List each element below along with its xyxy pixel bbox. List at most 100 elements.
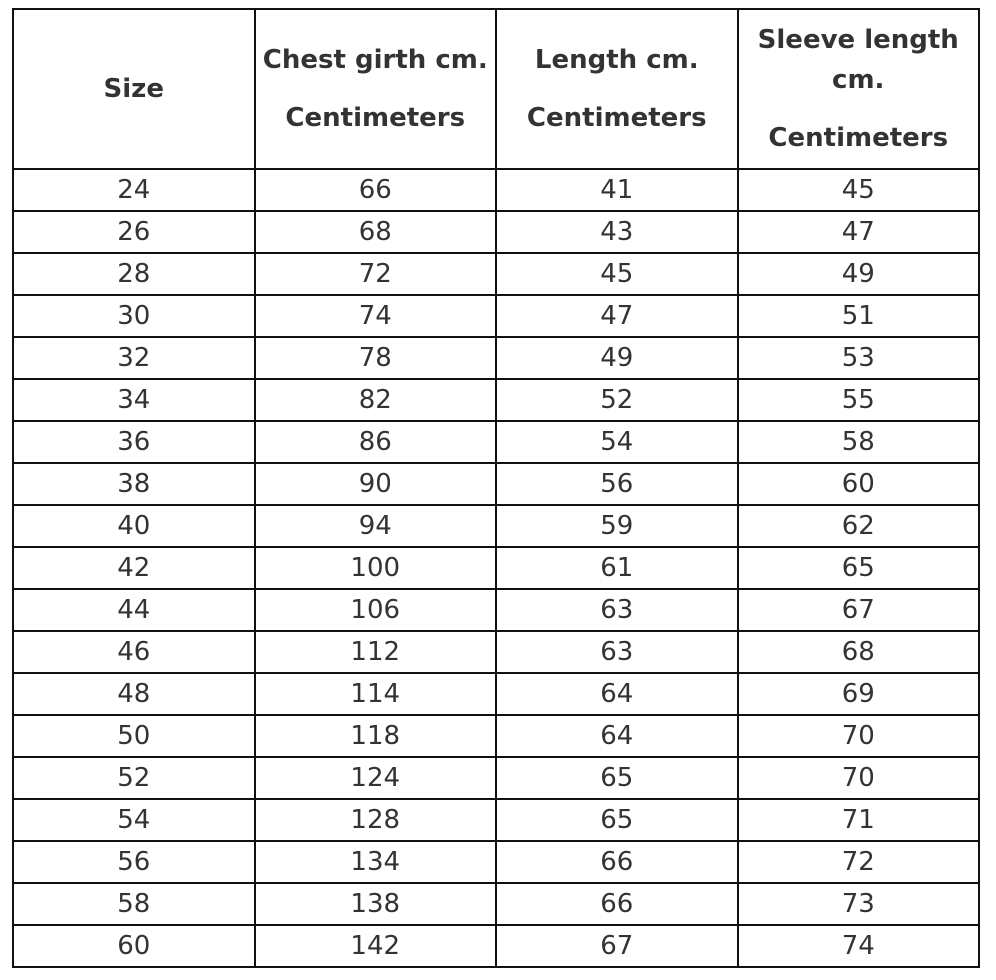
table-cell: 56 xyxy=(495,462,739,506)
table-cell: 62 xyxy=(736,504,980,548)
table-cell: 56 xyxy=(12,840,256,884)
table-row: 42 100 61 65 xyxy=(12,546,980,590)
table-cell: 52 xyxy=(12,756,256,800)
table-cell: 112 xyxy=(253,630,497,674)
table-row: 48 114 64 69 xyxy=(12,672,980,716)
table-cell: 66 xyxy=(495,840,739,884)
header-label: Length cm. xyxy=(534,45,699,75)
table-cell: 94 xyxy=(253,504,497,548)
table-cell: 128 xyxy=(253,798,497,842)
header-unit: Centimeters xyxy=(526,103,707,133)
table-body: 24 66 41 45 26 68 43 47 28 72 45 49 30 74 47 51 32 78 49 53… xyxy=(12,168,980,968)
table-cell: 138 xyxy=(253,882,497,926)
table-cell: 52 xyxy=(495,378,739,422)
size-table: Size Chest girth cm. Centimeters Length cm.… xyxy=(12,8,980,968)
table-cell: 67 xyxy=(495,924,739,968)
table-row: 56 134 66 72 xyxy=(12,840,980,884)
table-cell: 59 xyxy=(495,504,739,548)
table-row: 50 118 64 70 xyxy=(12,714,980,758)
table-cell: 63 xyxy=(495,588,739,632)
table-cell: 40 xyxy=(12,504,256,548)
table-row: 30 74 47 51 xyxy=(12,294,980,338)
table-cell: 61 xyxy=(495,546,739,590)
table-cell: 58 xyxy=(12,882,256,926)
table-row: 60 142 67 74 xyxy=(12,924,980,968)
header-unit: Centimeters xyxy=(285,103,466,133)
table-cell: 60 xyxy=(12,924,256,968)
table-cell: 68 xyxy=(253,210,497,254)
table-cell: 47 xyxy=(736,210,980,254)
table-cell: 74 xyxy=(253,294,497,338)
header-cell: Length cm. Centimeters xyxy=(495,8,739,170)
table-row: 40 94 59 62 xyxy=(12,504,980,548)
table-cell: 51 xyxy=(736,294,980,338)
table-row: 34 82 52 55 xyxy=(12,378,980,422)
table-cell: 65 xyxy=(495,798,739,842)
table-row: 38 90 56 60 xyxy=(12,462,980,506)
header-cell: Chest girth cm. Centimeters xyxy=(253,8,497,170)
header-cell: Size xyxy=(12,8,256,170)
table-cell: 49 xyxy=(736,252,980,296)
table-cell: 72 xyxy=(736,840,980,884)
table-row: 46 112 63 68 xyxy=(12,630,980,674)
table-cell: 54 xyxy=(495,420,739,464)
table-cell: 78 xyxy=(253,336,497,380)
table-cell: 114 xyxy=(253,672,497,716)
table-cell: 26 xyxy=(12,210,256,254)
table-cell: 38 xyxy=(12,462,256,506)
header-unit: Centimeters xyxy=(768,123,949,153)
table-cell: 70 xyxy=(736,756,980,800)
table-row: 28 72 45 49 xyxy=(12,252,980,296)
table-cell: 53 xyxy=(736,336,980,380)
table-cell: 66 xyxy=(253,168,497,212)
table-cell: 32 xyxy=(12,336,256,380)
table-cell: 118 xyxy=(253,714,497,758)
table-cell: 46 xyxy=(12,630,256,674)
table-row: 44 106 63 67 xyxy=(12,588,980,632)
table-cell: 44 xyxy=(12,588,256,632)
header-label: Size xyxy=(103,74,164,104)
table-cell: 49 xyxy=(495,336,739,380)
table-cell: 54 xyxy=(12,798,256,842)
table-cell: 47 xyxy=(495,294,739,338)
table-cell: 58 xyxy=(736,420,980,464)
table-row: 36 86 54 58 xyxy=(12,420,980,464)
table-cell: 100 xyxy=(253,546,497,590)
table-row: 52 124 65 70 xyxy=(12,756,980,800)
table-cell: 45 xyxy=(495,252,739,296)
table-cell: 72 xyxy=(253,252,497,296)
table-cell: 90 xyxy=(253,462,497,506)
table-header: Size Chest girth cm. Centimeters Length cm.… xyxy=(12,8,980,170)
table-row: 24 66 41 45 xyxy=(12,168,980,212)
table-row: 54 128 65 71 xyxy=(12,798,980,842)
table-row: 26 68 43 47 xyxy=(12,210,980,254)
table-cell: 106 xyxy=(253,588,497,632)
table-cell: 48 xyxy=(12,672,256,716)
table-cell: 124 xyxy=(253,756,497,800)
table-cell: 41 xyxy=(495,168,739,212)
table-cell: 67 xyxy=(736,588,980,632)
table-cell: 64 xyxy=(495,672,739,716)
table-cell: 55 xyxy=(736,378,980,422)
header-label: Chest girth cm. xyxy=(262,45,488,75)
table-cell: 45 xyxy=(736,168,980,212)
header-label: Sleeve length cm. xyxy=(757,25,959,95)
table-cell: 36 xyxy=(12,420,256,464)
table-cell: 86 xyxy=(253,420,497,464)
header-row: Size Chest girth cm. Centimeters Length cm.… xyxy=(12,8,980,170)
table-cell: 68 xyxy=(736,630,980,674)
table-cell: 134 xyxy=(253,840,497,884)
table-cell: 30 xyxy=(12,294,256,338)
table-cell: 50 xyxy=(12,714,256,758)
table-cell: 24 xyxy=(12,168,256,212)
table-cell: 65 xyxy=(736,546,980,590)
table-cell: 82 xyxy=(253,378,497,422)
table-row: 58 138 66 73 xyxy=(12,882,980,926)
table-cell: 73 xyxy=(736,882,980,926)
table-cell: 42 xyxy=(12,546,256,590)
table-cell: 34 xyxy=(12,378,256,422)
table-cell: 64 xyxy=(495,714,739,758)
table-cell: 28 xyxy=(12,252,256,296)
table-cell: 70 xyxy=(736,714,980,758)
